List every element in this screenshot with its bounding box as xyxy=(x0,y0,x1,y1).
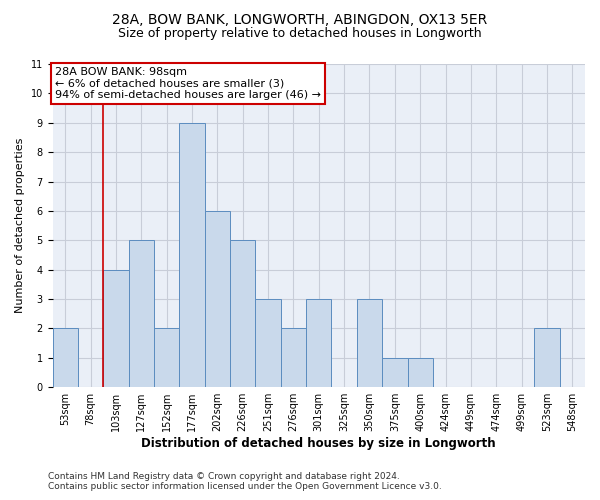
Y-axis label: Number of detached properties: Number of detached properties xyxy=(15,138,25,314)
Text: 28A, BOW BANK, LONGWORTH, ABINGDON, OX13 5ER: 28A, BOW BANK, LONGWORTH, ABINGDON, OX13… xyxy=(112,12,488,26)
Text: Contains public sector information licensed under the Open Government Licence v3: Contains public sector information licen… xyxy=(48,482,442,491)
Bar xyxy=(534,328,560,387)
Bar xyxy=(407,358,433,387)
Bar xyxy=(53,328,78,387)
Bar xyxy=(256,299,281,387)
Bar xyxy=(281,328,306,387)
Bar xyxy=(205,211,230,387)
Bar xyxy=(306,299,331,387)
Bar xyxy=(103,270,128,387)
Bar xyxy=(154,328,179,387)
Text: 28A BOW BANK: 98sqm
← 6% of detached houses are smaller (3)
94% of semi-detached: 28A BOW BANK: 98sqm ← 6% of detached hou… xyxy=(55,67,321,100)
Text: Size of property relative to detached houses in Longworth: Size of property relative to detached ho… xyxy=(118,28,482,40)
X-axis label: Distribution of detached houses by size in Longworth: Distribution of detached houses by size … xyxy=(142,437,496,450)
Bar xyxy=(230,240,256,387)
Bar xyxy=(179,123,205,387)
Bar xyxy=(357,299,382,387)
Bar xyxy=(382,358,407,387)
Bar xyxy=(128,240,154,387)
Text: Contains HM Land Registry data © Crown copyright and database right 2024.: Contains HM Land Registry data © Crown c… xyxy=(48,472,400,481)
